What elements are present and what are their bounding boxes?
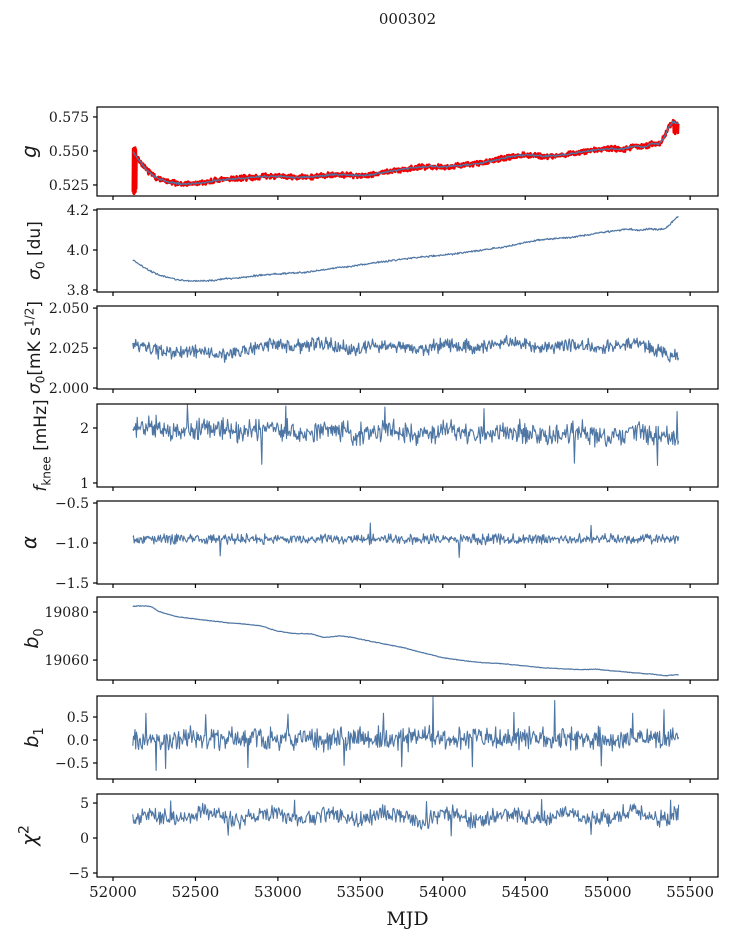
panel-frame-fknee <box>96 403 719 488</box>
y-axis-label-g: g <box>17 145 41 158</box>
panel-series-group <box>132 798 680 837</box>
y-tick-label: 5 <box>80 796 89 812</box>
chart-title: 000302 <box>378 10 437 28</box>
y-axis-label-sigma0-du: σ0 [du] <box>25 221 47 280</box>
y-tick-label: −1.0 <box>55 536 89 552</box>
y-axis-label-fknee: fknee [mHz] <box>31 399 53 491</box>
panel-fknee: 1 2 fknee [mHz] <box>31 399 719 492</box>
x-tick-label: 53500 <box>336 883 384 901</box>
y-tick-label: −0.5 <box>55 496 89 512</box>
y-tick-label: 4.0 <box>67 243 89 259</box>
y-tick-label: 4.2 <box>67 203 89 219</box>
panel-sigma0-du: 3.8 4.0 4.2 σ0 [du] <box>25 203 719 299</box>
y-tick-label: 0 <box>80 831 89 847</box>
series-chi2 <box>132 798 680 837</box>
panel-series-group <box>132 522 680 558</box>
panel-series-group <box>132 605 679 677</box>
panel-chi2: −5 0 5 χ2 <box>16 793 719 882</box>
series-fknee <box>132 404 680 466</box>
series-alpha <box>132 522 680 558</box>
y-tick-label: 0.0 <box>67 733 89 749</box>
y-tick-label: 0.5 <box>67 710 89 726</box>
x-tick-label: 54000 <box>419 883 467 901</box>
panel-frame-b0 <box>96 596 719 681</box>
panel-series-group <box>132 696 680 771</box>
panel-series-group <box>131 118 680 196</box>
panel-frame-sigma0-du <box>96 208 719 293</box>
y-tick-label: −1.5 <box>55 576 89 592</box>
y-tick-label: −0.5 <box>55 756 89 772</box>
x-tick-label: 52000 <box>89 883 137 901</box>
y-axis-label-b0: b0 <box>21 628 47 648</box>
series-sigma0-du <box>132 216 679 283</box>
panel-g: 0.525 0.550 0.575 g <box>17 106 719 200</box>
series-b0 <box>132 605 679 677</box>
y-tick-label: 2 <box>80 421 89 437</box>
x-tick-label: 53000 <box>254 883 302 901</box>
x-tick-label: 55000 <box>584 883 632 901</box>
series-g-smoothed <box>132 120 680 186</box>
x-tick-label: 54500 <box>501 883 549 901</box>
y-tick-label: 0.550 <box>49 144 89 160</box>
series-b1 <box>132 696 680 771</box>
panel-series-group <box>132 404 680 466</box>
panel-series-group <box>132 334 680 363</box>
panel-frame-alpha <box>96 500 719 585</box>
y-tick-label: 19060 <box>44 653 89 669</box>
y-tick-label: 0.525 <box>49 178 89 194</box>
y-tick-label: 2.000 <box>49 381 89 397</box>
panel-frame-chi2 <box>96 793 719 878</box>
panel-series-group <box>132 216 679 283</box>
y-axis-label-chi2: χ2 <box>16 825 41 847</box>
y-axis-label-sigma0-mK: σ0[mK s1/2] <box>23 301 48 394</box>
y-axis-label-b1: b1 <box>21 727 47 747</box>
x-tick-label: 55500 <box>666 883 714 901</box>
series-g-raw <box>131 118 680 196</box>
y-tick-label: 2.025 <box>49 341 89 357</box>
panel-b1: −0.5 0.0 0.5 b1 <box>21 695 719 783</box>
panel-alpha: −1.5 −1.0 −0.5 α <box>17 496 719 592</box>
x-axis-label: MJD <box>386 908 428 930</box>
y-tick-label: 2.050 <box>49 301 89 317</box>
panel-b0: 19060 19080 b0 <box>21 596 719 684</box>
y-tick-label: 1 <box>80 476 89 492</box>
y-tick-label: 19080 <box>44 605 89 621</box>
panel-frame-b1 <box>96 695 719 780</box>
y-tick-label: 3.8 <box>67 283 89 299</box>
x-tick-label: 52500 <box>172 883 220 901</box>
y-axis-label-alpha: α <box>17 536 41 549</box>
y-tick-label: 0.575 <box>49 110 89 126</box>
y-tick-label: −5 <box>68 866 89 882</box>
series-sigma0-mK <box>132 334 680 363</box>
